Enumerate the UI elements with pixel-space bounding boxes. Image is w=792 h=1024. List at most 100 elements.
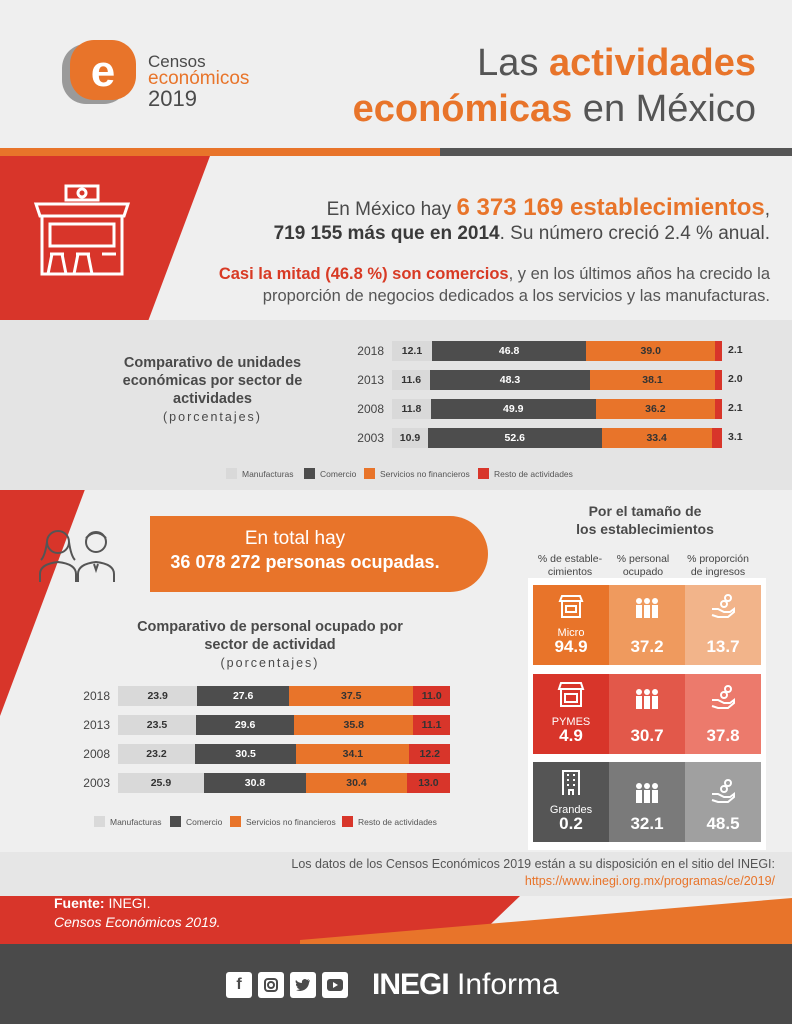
- data-label: 30.8: [244, 777, 266, 789]
- legend-swatch: [478, 468, 489, 479]
- data-label: 12.1: [401, 345, 423, 357]
- bar-segment-manufacturas: 11.8: [392, 399, 431, 419]
- inegi-brand-suffix: Informa: [448, 968, 559, 1001]
- total-people-banner: [150, 516, 488, 592]
- year-label: 2003: [83, 776, 110, 790]
- micro-establishments-box: Micro 94.9: [533, 585, 609, 665]
- data-label: 3.1: [728, 431, 743, 443]
- data-label: 23.9: [147, 690, 168, 702]
- page-title: Las actividades económicas en México: [353, 40, 756, 132]
- facebook-icon[interactable]: f: [226, 972, 252, 998]
- header-stripe-gray: [440, 148, 792, 156]
- data-label: 37.5: [341, 690, 362, 702]
- chart-1-subtitle: (porcentajes): [163, 410, 262, 424]
- intro-growth: . Su número creció 2.4 % anual.: [499, 223, 770, 244]
- col-header-income: % proporción de ingresos: [687, 553, 749, 578]
- legend-label: Servicios no financieros: [380, 468, 470, 479]
- bar-segment-manufacturas: 23.5: [118, 715, 197, 735]
- bar-segment-servicios-no-financieros: 36.2: [595, 399, 716, 419]
- legend-swatch: [94, 816, 105, 827]
- bar-segment-servicios-no-financieros: 38.1: [589, 370, 716, 390]
- workers-icon: [636, 689, 658, 709]
- censos-logo-icon: e: [62, 40, 136, 104]
- legend-swatch: [230, 816, 241, 827]
- legend-label: Comercio: [186, 816, 223, 827]
- chart-2-legend: Manufacturas Comercio Servicios no financi…: [94, 816, 474, 830]
- bar-segment-resto-de-actividades: [715, 341, 722, 361]
- stacked-bar: 11.6 48.3 38.1: [392, 370, 722, 390]
- size-section-title: Por el tamaño de los establecimientos: [545, 502, 745, 538]
- pymes-personnel-box: 30.7: [609, 674, 685, 754]
- data-label: 11.8: [401, 403, 422, 415]
- bar-segment-comercio: 46.8: [431, 341, 587, 361]
- instagram-icon[interactable]: [258, 972, 284, 998]
- twitter-icon[interactable]: [290, 972, 316, 998]
- stacked-bar: 23.5 29.6 35.8 11.1: [118, 715, 450, 735]
- total-people-line2: 36 078 272 personas ocupadas.: [170, 552, 440, 572]
- bar-segment-resto-de-actividades: [715, 399, 722, 419]
- data-label: 23.2: [146, 748, 167, 760]
- chart-2-title: Comparativo de personal ocupado por sect…: [120, 618, 420, 672]
- income-hand-icon: [711, 779, 735, 803]
- large-personnel-value: 32.1: [630, 814, 664, 833]
- data-label: 11.0: [421, 690, 442, 702]
- bar-segment-comercio: 30.8: [203, 773, 307, 793]
- data-label: 35.8: [343, 719, 364, 731]
- data-label: 38.1: [642, 374, 663, 386]
- inegi-url-link[interactable]: https://www.inegi.org.mx/programas/ce/20…: [524, 874, 775, 888]
- year-label: 2008: [83, 747, 110, 761]
- bar-segment-servicios-no-financieros: 30.4: [306, 773, 407, 793]
- youtube-icon[interactable]: [322, 972, 348, 998]
- large-income-value: 48.5: [706, 814, 740, 833]
- large-personnel-box: 32.1: [609, 762, 685, 842]
- header-stripe-orange: [0, 148, 450, 156]
- large-income-box: 48.5: [685, 762, 761, 842]
- inegi-brand: INEGI: [372, 968, 450, 1001]
- intro-comma: ,: [764, 199, 770, 220]
- data-label: 34.1: [342, 748, 364, 760]
- bar-segment-comercio: 49.9: [430, 399, 596, 419]
- intro-establishments-count: 6 373 169 establecimientos: [456, 194, 765, 221]
- data-label: 2.1: [728, 402, 743, 414]
- workers-icon: [636, 598, 658, 618]
- bar-segment-servicios-no-financieros: 35.8: [294, 715, 414, 735]
- legend-swatch: [304, 468, 315, 479]
- data-label: 30.5: [235, 748, 256, 760]
- stacked-bar: 23.9 27.6 37.5 11.0: [118, 686, 450, 706]
- svg-text:e: e: [91, 47, 115, 96]
- year-label: 2018: [357, 344, 384, 358]
- bar-segment-comercio: 27.6: [197, 686, 289, 706]
- logo-text-economicos: económicos: [148, 68, 250, 89]
- bar-segment-resto-de-actividades: 11.1: [413, 715, 450, 735]
- data-label: 11.1: [421, 719, 442, 731]
- intro-highlight: Casi la mitad (46.8 %) son comercios: [218, 265, 509, 283]
- intro-increase: 719 155 más que en 2014: [273, 223, 500, 244]
- micro-personnel-box: 37.2: [609, 585, 685, 665]
- micro-establishments-value: 94.9: [554, 637, 588, 656]
- data-label: 10.9: [399, 432, 421, 444]
- bar-segment-manufacturas: 11.6: [392, 370, 431, 390]
- source-publication: Censos Económicos 2019.: [54, 914, 221, 930]
- large-establishments-box: Grandes 0.2: [533, 762, 609, 842]
- year-label: 2003: [357, 431, 384, 445]
- data-label: 13.0: [418, 777, 439, 789]
- legend-item: Comercio: [170, 816, 222, 827]
- workers-icon: [636, 783, 658, 803]
- size-title-line2: los establecimientos: [576, 521, 714, 537]
- micro-label: Micro: [557, 627, 585, 639]
- source-label: Fuente:: [54, 895, 105, 911]
- data-label: 23.5: [146, 719, 168, 731]
- title-post: en México: [572, 88, 756, 130]
- data-label: 27.6: [232, 690, 254, 702]
- bar-segment-servicios-no-financieros: 33.4: [601, 428, 712, 448]
- stacked-bar: 25.9 30.8 30.4 13.0: [118, 773, 450, 793]
- pymes-establishments-value: 4.9: [559, 726, 583, 745]
- inegi-informa-logo: INEGI Informa: [372, 968, 559, 1002]
- chart-1-title-text: Comparativo de unidades económicas por s…: [122, 355, 303, 407]
- title-pre: Las: [477, 42, 549, 84]
- data-label: 2.1: [728, 344, 743, 356]
- bar-segment-comercio: 29.6: [196, 715, 295, 735]
- legend-item: Resto de actividades: [478, 468, 573, 479]
- legend-item: Comercio: [304, 468, 356, 479]
- stacked-bar: 23.2 30.5 34.1 12.2: [118, 744, 450, 764]
